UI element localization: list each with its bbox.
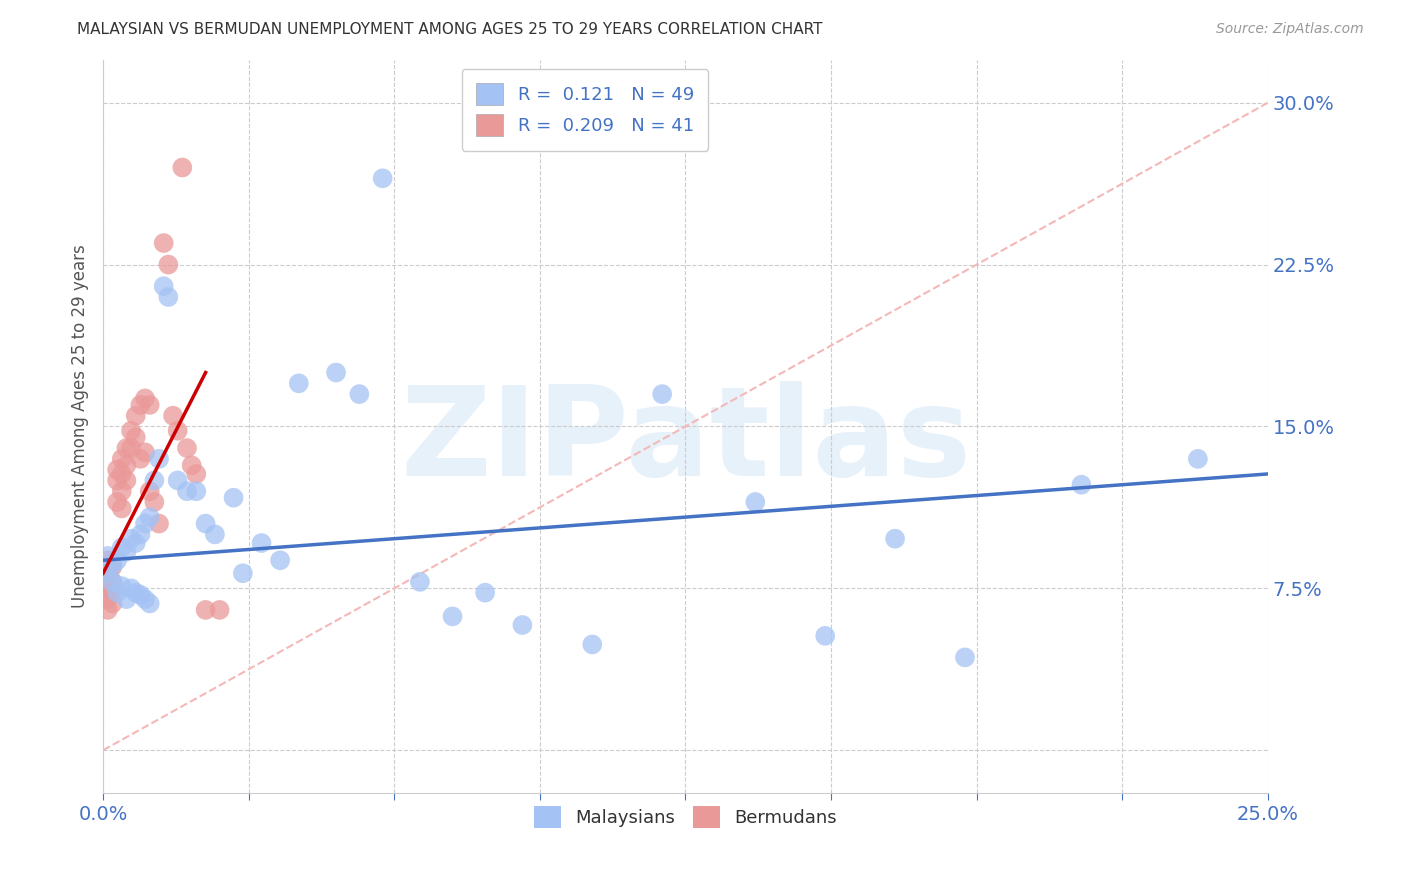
- Point: [138, 398, 160, 412]
- Point: [120, 532, 142, 546]
- Point: [157, 290, 180, 304]
- Point: [371, 171, 394, 186]
- Text: Source: ZipAtlas.com: Source: ZipAtlas.com: [1216, 22, 1364, 37]
- Point: [105, 585, 128, 599]
- Point: [744, 495, 766, 509]
- Point: [232, 566, 254, 581]
- Point: [325, 366, 347, 380]
- Point: [125, 430, 148, 444]
- Point: [101, 596, 124, 610]
- Point: [111, 484, 134, 499]
- Point: [138, 510, 160, 524]
- Point: [186, 467, 208, 481]
- Point: [208, 603, 231, 617]
- Point: [143, 474, 166, 488]
- Point: [176, 441, 198, 455]
- Point: [512, 618, 534, 632]
- Point: [953, 650, 976, 665]
- Point: [194, 516, 217, 531]
- Point: [204, 527, 226, 541]
- Point: [115, 474, 138, 488]
- Point: [101, 574, 124, 589]
- Point: [138, 596, 160, 610]
- Point: [222, 491, 245, 505]
- Point: [129, 527, 152, 541]
- Point: [125, 409, 148, 423]
- Point: [134, 392, 156, 406]
- Point: [176, 484, 198, 499]
- Text: ZIPatlas: ZIPatlas: [399, 381, 972, 501]
- Point: [1187, 451, 1209, 466]
- Point: [409, 574, 432, 589]
- Point: [111, 541, 134, 555]
- Point: [101, 559, 124, 574]
- Point: [105, 474, 128, 488]
- Point: [186, 484, 208, 499]
- Point: [134, 445, 156, 459]
- Point: [148, 516, 170, 531]
- Point: [157, 258, 180, 272]
- Point: [125, 536, 148, 550]
- Point: [162, 409, 184, 423]
- Point: [97, 603, 120, 617]
- Point: [101, 574, 124, 589]
- Point: [269, 553, 291, 567]
- Point: [111, 501, 134, 516]
- Point: [143, 495, 166, 509]
- Point: [441, 609, 464, 624]
- Point: [129, 451, 152, 466]
- Point: [101, 558, 124, 572]
- Point: [884, 532, 907, 546]
- Point: [111, 579, 134, 593]
- Point: [1070, 477, 1092, 491]
- Point: [288, 376, 311, 391]
- Point: [115, 458, 138, 473]
- Point: [180, 458, 202, 473]
- Point: [651, 387, 673, 401]
- Point: [152, 279, 174, 293]
- Point: [125, 585, 148, 599]
- Point: [120, 582, 142, 596]
- Point: [97, 549, 120, 563]
- Point: [97, 582, 120, 596]
- Point: [148, 451, 170, 466]
- Y-axis label: Unemployment Among Ages 25 to 29 years: Unemployment Among Ages 25 to 29 years: [72, 244, 89, 608]
- Point: [115, 441, 138, 455]
- Legend: Malaysians, Bermudans: Malaysians, Bermudans: [526, 799, 845, 836]
- Point: [129, 398, 152, 412]
- Point: [166, 424, 188, 438]
- Point: [120, 441, 142, 455]
- Point: [138, 484, 160, 499]
- Point: [97, 566, 120, 581]
- Point: [105, 495, 128, 509]
- Point: [111, 467, 134, 481]
- Point: [349, 387, 371, 401]
- Point: [152, 235, 174, 250]
- Point: [134, 516, 156, 531]
- Point: [120, 424, 142, 438]
- Point: [111, 451, 134, 466]
- Point: [172, 161, 194, 175]
- Point: [814, 629, 837, 643]
- Point: [97, 592, 120, 607]
- Point: [166, 474, 188, 488]
- Point: [129, 588, 152, 602]
- Point: [250, 536, 273, 550]
- Point: [581, 637, 603, 651]
- Point: [134, 592, 156, 607]
- Text: MALAYSIAN VS BERMUDAN UNEMPLOYMENT AMONG AGES 25 TO 29 YEARS CORRELATION CHART: MALAYSIAN VS BERMUDAN UNEMPLOYMENT AMONG…: [77, 22, 823, 37]
- Point: [115, 592, 138, 607]
- Point: [115, 544, 138, 558]
- Point: [194, 603, 217, 617]
- Point: [97, 566, 120, 581]
- Point: [97, 553, 120, 567]
- Point: [105, 462, 128, 476]
- Point: [105, 553, 128, 567]
- Point: [474, 585, 496, 599]
- Point: [101, 585, 124, 599]
